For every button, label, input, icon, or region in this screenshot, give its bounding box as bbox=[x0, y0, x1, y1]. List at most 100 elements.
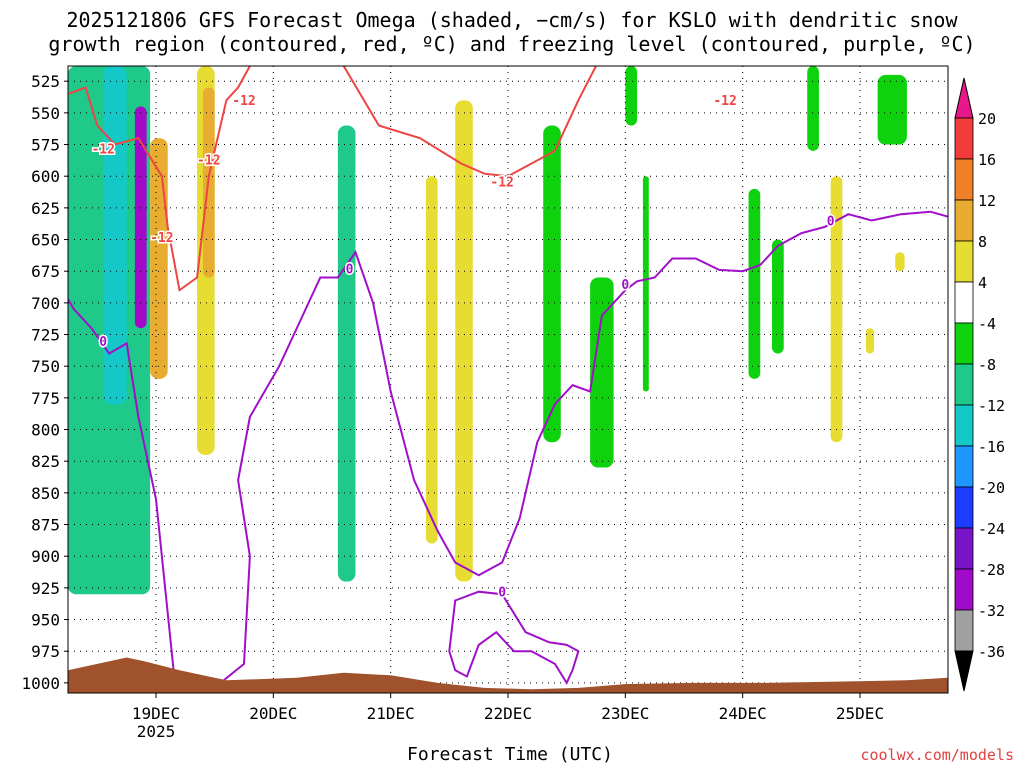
colorbar-bin bbox=[954, 527, 974, 570]
colorbar-label: -16 bbox=[978, 438, 1005, 456]
omega-shaded-region bbox=[134, 106, 147, 329]
colorbar-label: 16 bbox=[978, 151, 996, 169]
dendritic-contour-label: -12 bbox=[713, 94, 736, 109]
terrain-layer bbox=[68, 657, 948, 693]
y-tick-label: 775 bbox=[31, 389, 60, 408]
omega-shaded-region bbox=[337, 125, 356, 582]
colorbar-label: 20 bbox=[978, 110, 996, 128]
colorbar-label: -12 bbox=[978, 397, 1005, 415]
colorbar-bin bbox=[954, 240, 974, 283]
credit-link[interactable]: coolwx.com/models bbox=[860, 746, 1014, 764]
dendritic-contour-right bbox=[342, 66, 597, 178]
freezing-level-label: 0 bbox=[827, 215, 835, 230]
x-year-label: 2025 bbox=[137, 722, 176, 741]
colorbar-bin bbox=[954, 199, 974, 242]
chart-title: 2025121806 GFS Forecast Omega (shaded, −… bbox=[0, 8, 1024, 56]
terrain-surface bbox=[68, 657, 948, 693]
colorbar-label: 8 bbox=[978, 233, 987, 251]
omega-shaded-region bbox=[830, 176, 843, 443]
freezing-level-closed-contour bbox=[448, 590, 580, 686]
colorbar-bin bbox=[954, 158, 974, 201]
x-axis: 19DEC 20DEC 21DEC 22DEC 23DEC 24DEC 25DEC 2025 bbox=[132, 693, 884, 741]
y-tick-label: 850 bbox=[31, 484, 60, 503]
omega-shaded-region bbox=[625, 66, 638, 126]
y-tick-label: 950 bbox=[31, 611, 60, 630]
colorbar-bin bbox=[954, 322, 974, 365]
y-tick-label: 675 bbox=[31, 262, 60, 281]
contour-layer: -12 -12 -12 -12 -12 -12 0 0 0 0 0 bbox=[68, 66, 948, 686]
gridlines bbox=[68, 66, 948, 693]
colorbar-bin bbox=[954, 486, 974, 529]
freezing-level-label: 0 bbox=[346, 263, 354, 278]
dendritic-contour-left bbox=[68, 66, 251, 292]
y-tick-label: 1000 bbox=[21, 674, 60, 693]
omega-shaded-region bbox=[807, 66, 819, 151]
x-tick-label: 22DEC bbox=[484, 704, 532, 723]
y-tick-label: 600 bbox=[31, 167, 60, 186]
omega-shaded-region bbox=[865, 328, 875, 354]
omega-shaded-region bbox=[748, 188, 761, 379]
omega-shaded-region bbox=[895, 252, 905, 272]
x-axis-title: Forecast Time (UTC) bbox=[407, 744, 613, 765]
x-tick-label: 19DEC bbox=[132, 704, 180, 723]
y-tick-label: 750 bbox=[31, 357, 60, 376]
colorbar-label: 12 bbox=[978, 192, 996, 210]
colorbar-label: -4 bbox=[978, 315, 996, 333]
dendritic-contour-label: -12 bbox=[490, 175, 513, 190]
dendritic-contour-label: -12 bbox=[232, 94, 255, 109]
dendritic-contour-label: -12 bbox=[91, 142, 114, 157]
y-axis: 525 550 575 600 625 650 675 700 725 750 775 800 825 8… bbox=[21, 72, 68, 693]
colorbar-bottom-arrow bbox=[954, 650, 974, 692]
colorbar-label: -8 bbox=[978, 356, 996, 374]
colorbar-label: -32 bbox=[978, 602, 1005, 620]
y-tick-label: 725 bbox=[31, 326, 60, 345]
x-tick-label: 24DEC bbox=[719, 704, 767, 723]
omega-shaded-region bbox=[590, 277, 614, 468]
colorbar-bin bbox=[954, 363, 974, 406]
chart-title-line-2: growth region (contoured, red, ºC) and f… bbox=[48, 32, 976, 56]
omega-shaded-region bbox=[455, 100, 473, 582]
omega-shaded-region bbox=[543, 125, 561, 443]
colorbar-label: -20 bbox=[978, 479, 1005, 497]
omega-shading-layer bbox=[68, 66, 907, 595]
colorbar-top-arrow bbox=[954, 77, 974, 119]
omega-shaded-region bbox=[103, 66, 127, 405]
colorbar-bin bbox=[954, 117, 974, 160]
colorbar: 20 16 12 8 4 -4 -8 -12 -16 -20 -24 -28 -32 -36 bbox=[954, 77, 1005, 692]
y-tick-label: 800 bbox=[31, 421, 60, 440]
freezing-level-label: 0 bbox=[99, 335, 107, 350]
colorbar-bin bbox=[954, 568, 974, 611]
x-tick-label: 25DEC bbox=[836, 704, 884, 723]
omega-shaded-region bbox=[877, 74, 907, 145]
colorbar-bin bbox=[954, 281, 974, 324]
dendritic-contour-label: -12 bbox=[197, 154, 220, 169]
colorbar-label: -28 bbox=[978, 561, 1005, 579]
omega-shaded-region bbox=[642, 176, 649, 392]
y-tick-label: 900 bbox=[31, 547, 60, 566]
y-tick-label: 925 bbox=[31, 579, 60, 598]
colorbar-label: -36 bbox=[978, 643, 1005, 661]
freezing-level-label: 0 bbox=[621, 278, 629, 293]
omega-shaded-region bbox=[150, 138, 168, 379]
colorbar-bin bbox=[954, 609, 974, 652]
x-tick-label: 23DEC bbox=[601, 704, 649, 723]
dendritic-contour-label: -12 bbox=[150, 231, 173, 246]
colorbar-label: 4 bbox=[978, 274, 987, 292]
y-tick-label: 625 bbox=[31, 199, 60, 218]
y-tick-label: 525 bbox=[31, 72, 60, 91]
y-tick-label: 825 bbox=[31, 452, 60, 471]
x-tick-label: 21DEC bbox=[367, 704, 415, 723]
colorbar-label: -24 bbox=[978, 520, 1005, 538]
colorbar-bin bbox=[954, 404, 974, 447]
x-tick-label: 20DEC bbox=[249, 704, 297, 723]
y-tick-label: 550 bbox=[31, 104, 60, 123]
y-tick-label: 575 bbox=[31, 136, 60, 155]
omega-shaded-region bbox=[772, 239, 784, 354]
y-tick-label: 650 bbox=[31, 231, 60, 250]
y-tick-label: 700 bbox=[31, 294, 60, 313]
y-tick-label: 875 bbox=[31, 516, 60, 535]
y-tick-label: 975 bbox=[31, 642, 60, 661]
colorbar-bin bbox=[954, 445, 974, 488]
freezing-level-label: 0 bbox=[498, 586, 506, 601]
